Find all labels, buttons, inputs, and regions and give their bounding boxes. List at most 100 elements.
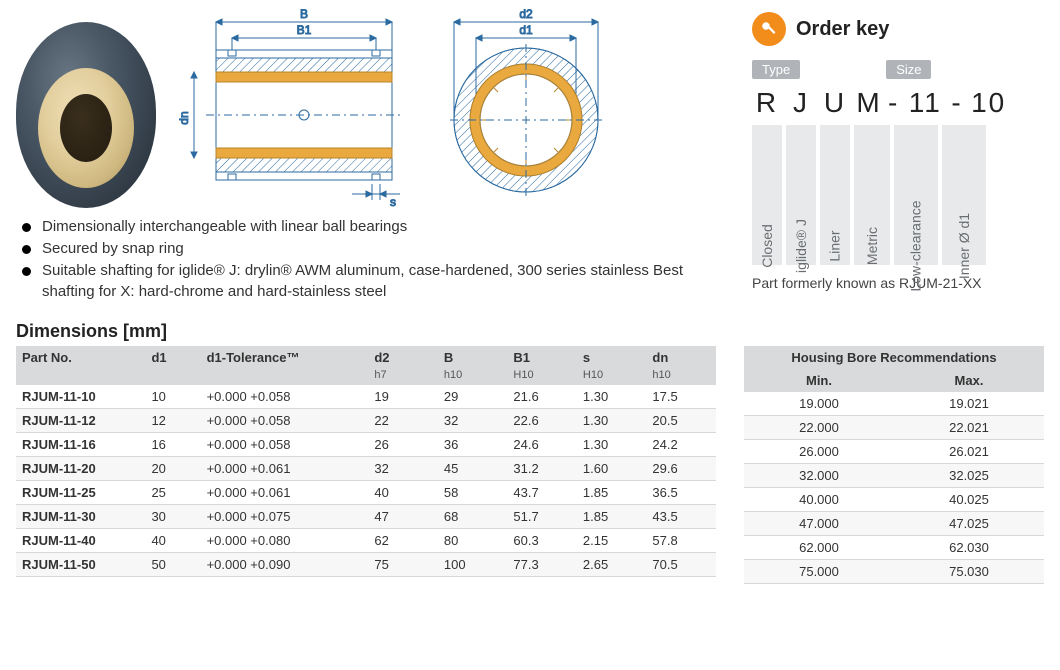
th-sub: h10	[438, 369, 508, 385]
ok-col: Liner	[820, 125, 850, 265]
cell: 62.030	[894, 536, 1044, 560]
cell: 19	[368, 385, 438, 409]
cell: 1.85	[577, 481, 647, 505]
cell: 1.30	[577, 433, 647, 457]
cell: 40	[368, 481, 438, 505]
tables-row: Part No. d1 d1-Tolerance™ d2 B B1 s dn h…	[16, 346, 1044, 584]
cell: 32.000	[744, 464, 894, 488]
front-diagram: d2 d1	[436, 8, 616, 208]
cell: 58	[438, 481, 508, 505]
cell: 75	[368, 553, 438, 577]
cell: RJUM-11-12	[16, 409, 145, 433]
table-row: RJUM-11-3030+0.000 +0.075476851.71.8543.…	[16, 505, 716, 529]
svg-text:B1: B1	[297, 23, 312, 37]
cell: 80	[438, 529, 508, 553]
code-sep: -	[888, 87, 899, 119]
cell: 43.5	[646, 505, 716, 529]
cell: RJUM-11-40	[16, 529, 145, 553]
cell: RJUM-11-50	[16, 553, 145, 577]
cell: 62.000	[744, 536, 894, 560]
th-sub: H10	[507, 369, 577, 385]
cell: RJUM-11-10	[16, 385, 145, 409]
ok-col: iglide® J	[786, 125, 816, 265]
table-row: 19.00019.021	[744, 392, 1044, 416]
svg-text:d1: d1	[519, 23, 533, 37]
svg-text:d2: d2	[519, 8, 533, 21]
cell: 51.7	[507, 505, 577, 529]
bullet-item: Secured by snap ring	[16, 238, 716, 260]
code-seg: R	[752, 87, 782, 119]
th: Min.	[744, 369, 894, 392]
bore-table-wrap: Housing Bore Recommendations Min. Max. 1…	[744, 346, 1044, 584]
bore-title: Housing Bore Recommendations	[744, 346, 1044, 369]
order-key-header: Order key	[752, 12, 1044, 46]
cell: +0.000 +0.075	[201, 505, 369, 529]
th: Max.	[894, 369, 1044, 392]
feature-bullets: Dimensionally interchangeable with linea…	[16, 216, 716, 303]
type-tag: Type	[752, 60, 800, 79]
svg-text:s: s	[390, 195, 396, 208]
cell: RJUM-11-25	[16, 481, 145, 505]
order-key-labels: Closed iglide® J Liner Metric Low-cleara…	[752, 125, 1044, 265]
cell: 21.6	[507, 385, 577, 409]
cell: 31.2	[507, 457, 577, 481]
cell: RJUM-11-30	[16, 505, 145, 529]
cell: 40.025	[894, 488, 1044, 512]
cell: 1.85	[577, 505, 647, 529]
order-key-code: R J U M - 11 - 10	[752, 87, 1044, 119]
cell: 10	[145, 385, 200, 409]
cell: 70.5	[646, 553, 716, 577]
code-seg: U	[820, 87, 850, 119]
cell: 36.5	[646, 481, 716, 505]
table-row: RJUM-11-4040+0.000 +0.080628060.32.1557.…	[16, 529, 716, 553]
order-key-tags: Type Size	[752, 60, 1044, 79]
cell: 36	[438, 433, 508, 457]
cell: 32.025	[894, 464, 1044, 488]
cell: 77.3	[507, 553, 577, 577]
cell: 20.5	[646, 409, 716, 433]
cell: 16	[145, 433, 200, 457]
cell: 22.021	[894, 416, 1044, 440]
ok-col: Low-clearance	[894, 125, 938, 265]
th: B1	[507, 346, 577, 369]
code-seg: J	[786, 87, 816, 119]
cell: 26.000	[744, 440, 894, 464]
cell: 1.60	[577, 457, 647, 481]
bullet-item: Dimensionally interchangeable with linea…	[16, 216, 716, 238]
cell: 45	[438, 457, 508, 481]
table-row: 62.00062.030	[744, 536, 1044, 560]
table-row: 32.00032.025	[744, 464, 1044, 488]
th: d1-Tolerance™	[201, 346, 369, 369]
code-seg: 11	[903, 87, 947, 119]
table-row: RJUM-11-1212+0.000 +0.058223222.61.3020.…	[16, 409, 716, 433]
cell: 30	[145, 505, 200, 529]
cell: 22	[368, 409, 438, 433]
cell: 2.65	[577, 553, 647, 577]
table-row: RJUM-11-2525+0.000 +0.061405843.71.8536.…	[16, 481, 716, 505]
left-column: B B1	[16, 6, 716, 303]
table-row: 75.00075.030	[744, 560, 1044, 584]
cell: 60.3	[507, 529, 577, 553]
top-section: B B1	[16, 6, 1044, 303]
cell: 1.30	[577, 409, 647, 433]
ok-col: Metric	[854, 125, 890, 265]
cell: 100	[438, 553, 508, 577]
th: s	[577, 346, 647, 369]
cell: 57.8	[646, 529, 716, 553]
figure-row: B B1	[16, 8, 716, 208]
cell: 25	[145, 481, 200, 505]
cell: 43.7	[507, 481, 577, 505]
cell: 68	[438, 505, 508, 529]
table-row: 40.00040.025	[744, 488, 1044, 512]
th: Part No.	[16, 346, 145, 369]
svg-text:dn: dn	[177, 111, 191, 124]
cell: 24.2	[646, 433, 716, 457]
cell: 75.000	[744, 560, 894, 584]
product-photo	[16, 22, 156, 208]
cell: +0.000 +0.061	[201, 481, 369, 505]
th-sub: h7	[368, 369, 438, 385]
ok-col: Inner Ø d1	[942, 125, 986, 265]
cell: 2.15	[577, 529, 647, 553]
size-tag: Size	[886, 60, 931, 79]
table-row: 22.00022.021	[744, 416, 1044, 440]
